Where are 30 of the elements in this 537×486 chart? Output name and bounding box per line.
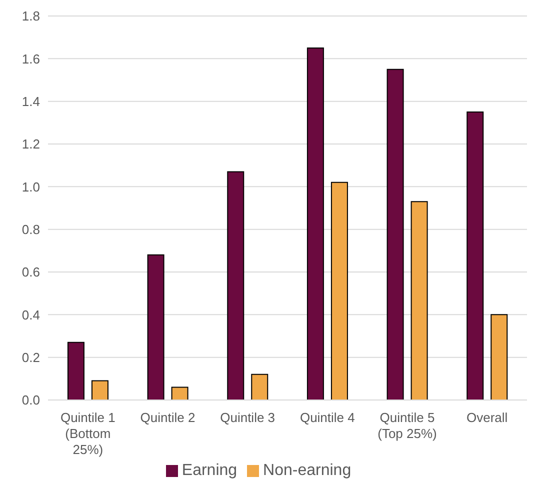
y-tick-label: 0.2 bbox=[22, 350, 40, 365]
x-tick-label: Quintile 2 bbox=[140, 410, 196, 425]
y-tick-label: 1.8 bbox=[22, 8, 40, 24]
bar bbox=[410, 201, 428, 400]
bar bbox=[386, 68, 404, 400]
bar bbox=[147, 254, 164, 400]
y-tick-label: 1.2 bbox=[22, 136, 40, 152]
y-tick-label: 0.0 bbox=[22, 392, 40, 408]
y-tick-label: 0.8 bbox=[22, 222, 40, 237]
bar bbox=[67, 342, 84, 400]
bar bbox=[251, 374, 268, 400]
x-tick-label: Quintile 3 bbox=[220, 410, 276, 425]
bar bbox=[227, 171, 244, 400]
x-tick-label: Quintile 1 (Bottom 25%) bbox=[60, 410, 116, 457]
legend-label: Earning bbox=[182, 462, 238, 479]
x-tick-label: Quintile 4 bbox=[300, 410, 355, 425]
y-tick-label: 1.6 bbox=[22, 51, 40, 66]
x-tick-label: Overall bbox=[466, 410, 508, 425]
bar bbox=[466, 112, 484, 400]
bar bbox=[306, 48, 324, 400]
y-tick-label: 1.4 bbox=[22, 94, 40, 109]
y-tick-label: 1.0 bbox=[22, 179, 40, 194]
y-tick-label: 0.6 bbox=[22, 264, 40, 280]
x-tick-label: Quintile 5 (Top 25%) bbox=[378, 410, 437, 441]
bar bbox=[330, 182, 348, 400]
bar bbox=[91, 380, 108, 400]
bar bbox=[171, 386, 188, 400]
bar bbox=[490, 314, 508, 400]
y-tick-label: 0.4 bbox=[22, 307, 40, 322]
legend-label: Non-earning bbox=[263, 462, 352, 479]
